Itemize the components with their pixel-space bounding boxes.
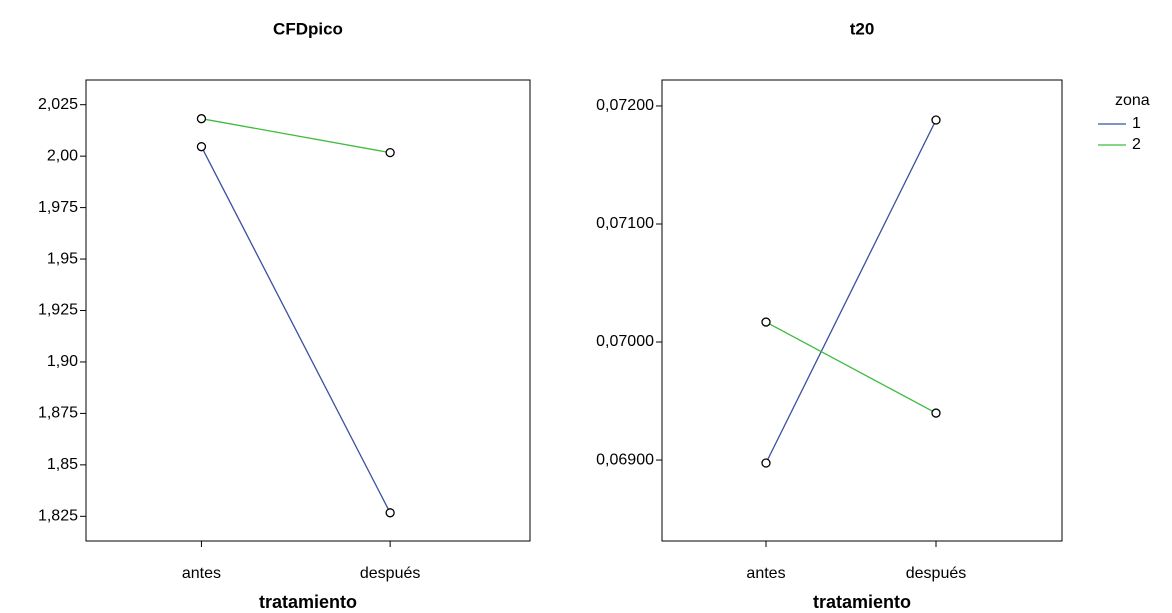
y-tick-label: 0,06900 [596,451,654,468]
legend-label: 1 [1132,115,1141,132]
x-tick-label: después [906,565,967,582]
legend-title: zona [1115,92,1150,109]
x-tick-label: después [360,565,421,582]
data-point [196,142,207,152]
y-tick-label: 2,00 [47,147,78,164]
x-tick-label: antes [182,565,221,582]
y-tick-label: 1,975 [38,199,78,216]
plot-frame [661,79,1063,542]
plot-frame [85,79,531,542]
series-line [765,321,937,414]
series-line [765,119,937,464]
y-tick-label: 1,875 [38,405,78,422]
y-tick-label: 1,95 [47,250,78,267]
x-axis-label: tratamiento [259,592,357,612]
y-tick-label: 1,85 [47,456,78,473]
chart-title: CFDpico [273,19,343,38]
legend-label: 2 [1132,136,1141,153]
data-point [385,147,395,158]
y-tick-label: 1,90 [47,353,78,370]
y-tick-label: 0,07000 [596,333,654,350]
y-tick-label: 0,07100 [596,215,654,232]
series-line [200,146,391,514]
chart-title: t20 [850,19,875,38]
data-point [761,317,771,327]
y-tick-label: 2,025 [38,96,78,113]
data-point [385,508,395,518]
data-point [931,115,941,125]
y-tick-label: 0,07200 [596,97,654,114]
data-point [931,408,941,418]
x-tick-label: antes [746,565,785,582]
y-tick-label: 1,825 [38,508,78,525]
x-axis-label: tratamiento [813,592,911,612]
series-line [201,118,391,154]
y-tick-label: 1,925 [38,302,78,319]
data-point [196,114,207,124]
data-point [761,458,771,468]
